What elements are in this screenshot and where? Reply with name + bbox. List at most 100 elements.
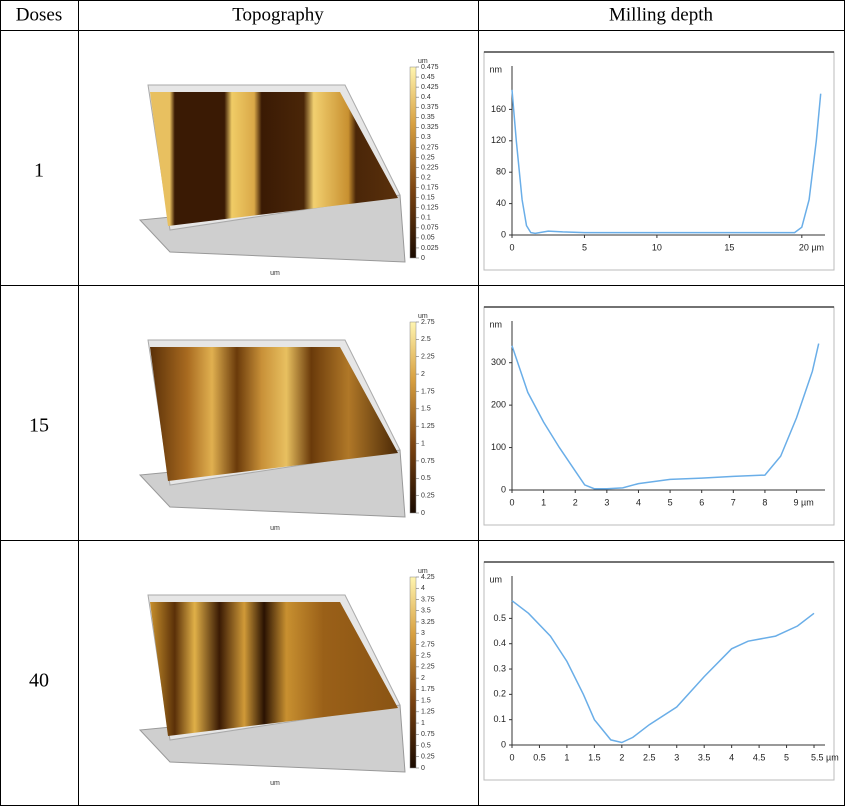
colorbar-tick-label: 0.1 xyxy=(421,215,431,222)
colorbar-tick-label: 3.5 xyxy=(421,608,431,615)
colorbar-tick-label: 2 xyxy=(421,371,425,378)
colorbar-tick-label: 0.25 xyxy=(421,754,435,761)
colorbar-tick-label: 2.25 xyxy=(421,354,435,361)
colorbar-tick-label: 0.325 xyxy=(421,124,439,131)
colorbar-tick-label: 0.2 xyxy=(421,174,431,181)
colorbar-tick-label: 4 xyxy=(421,585,425,592)
colorbar-tick-label: 0.3 xyxy=(421,134,431,141)
y-tick-label: 80 xyxy=(496,167,506,177)
x-tick-label: 6 xyxy=(699,497,704,507)
chart-frame xyxy=(484,307,834,525)
colorbar-tick-label: 0.4 xyxy=(421,94,431,101)
x-tick-label: 5 xyxy=(582,242,587,252)
x-tick-label: 3 xyxy=(604,497,609,507)
x-tick-label: 2.5 xyxy=(643,752,656,762)
x-tick-label: 2 xyxy=(619,752,624,762)
axis-unit: um xyxy=(270,525,280,532)
colorbar-tick-label: 0.15 xyxy=(421,195,435,202)
colorbar-tick-label: 0.75 xyxy=(421,458,435,465)
colorbar-tick-label: 0 xyxy=(421,765,425,772)
x-tick-label: 2 xyxy=(573,497,578,507)
colorbar-tick-label: 1.25 xyxy=(421,709,435,716)
colorbar-tick-label: 2.75 xyxy=(421,319,435,326)
colorbar-tick-label: 0.35 xyxy=(421,114,435,121)
dose-label: 1 xyxy=(34,160,44,182)
y-tick-label: 0.2 xyxy=(493,689,506,699)
x-tick-label: 4.5 xyxy=(753,752,766,762)
colorbar-tick-label: 0.25 xyxy=(421,492,435,499)
y-unit: nm xyxy=(489,319,502,329)
x-tick-label: 0 xyxy=(509,497,514,507)
chart-frame xyxy=(484,562,834,780)
colorbar-tick-label: 0.025 xyxy=(421,245,439,252)
colorbar xyxy=(410,577,416,768)
y-tick-label: 0 xyxy=(501,484,506,494)
x-tick-label: 5.5 µm xyxy=(811,752,839,762)
x-tick-label: 0 xyxy=(509,752,514,762)
chart-frame xyxy=(484,52,834,270)
x-tick-label: 8 xyxy=(762,497,767,507)
colorbar-tick-label: 2.75 xyxy=(421,641,435,648)
colorbar-tick-label: 1 xyxy=(421,720,425,727)
axis-unit: um xyxy=(270,780,280,787)
colorbar-tick-label: 0.5 xyxy=(421,742,431,749)
colorbar-tick-label: 0.425 xyxy=(421,84,439,91)
y-tick-label: 0.3 xyxy=(493,663,506,673)
colorbar-tick-label: 3.75 xyxy=(421,596,435,603)
colorbar-tick-label: 0.075 xyxy=(421,225,439,232)
page: {"table": { "header": ["Doses", "Topogra… xyxy=(0,0,845,806)
colorbar-tick-label: 2.25 xyxy=(421,664,435,671)
colorbar-tick-label: 0.75 xyxy=(421,731,435,738)
colorbar-tick-label: 0 xyxy=(421,510,425,517)
header-cell: Topography xyxy=(232,4,324,25)
x-tick-label: 1.5 xyxy=(588,752,601,762)
colorbar-tick-label: 1.75 xyxy=(421,388,435,395)
colorbar-tick-label: 0.5 xyxy=(421,475,431,482)
x-tick-label: 5 xyxy=(784,752,789,762)
y-unit: nm xyxy=(489,64,502,74)
colorbar-tick-label: 3 xyxy=(421,630,425,637)
colorbar-tick-label: 2 xyxy=(421,675,425,682)
dose-label: 40 xyxy=(29,670,49,692)
y-tick-label: 0.4 xyxy=(493,638,506,648)
y-tick-label: 0.1 xyxy=(493,714,506,724)
x-tick-label: 10 xyxy=(652,242,662,252)
x-tick-label: 15 xyxy=(724,242,734,252)
x-tick-label: 3 xyxy=(674,752,679,762)
table: Doses Topography Milling depth 1 um um 0 0.0… xyxy=(0,0,845,806)
colorbar-tick-label: 0.225 xyxy=(421,164,439,171)
colorbar-tick-label: 4.25 xyxy=(421,574,435,581)
colorbar-tick-label: 2.5 xyxy=(421,652,431,659)
colorbar-tick-label: 3.25 xyxy=(421,619,435,626)
colorbar-tick-label: 0.275 xyxy=(421,144,439,151)
colorbar-tick-label: 0.125 xyxy=(421,205,439,212)
colorbar-tick-label: 2.5 xyxy=(421,336,431,343)
colorbar-tick-label: 0.05 xyxy=(421,235,435,242)
y-tick-label: 300 xyxy=(491,357,506,367)
x-tick-label: 0 xyxy=(509,242,514,252)
colorbar-tick-label: 0.375 xyxy=(421,104,439,111)
y-tick-label: 0 xyxy=(501,739,506,749)
y-tick-label: 0.5 xyxy=(493,613,506,623)
x-tick-label: 3.5 xyxy=(698,752,711,762)
colorbar-tick-label: 0.45 xyxy=(421,74,435,81)
x-tick-label: 0.5 xyxy=(533,752,546,762)
x-tick-label: 9 µm xyxy=(794,497,814,507)
colorbar xyxy=(410,322,416,513)
colorbar-tick-label: 1.5 xyxy=(421,697,431,704)
colorbar-tick-label: 0.175 xyxy=(421,184,439,191)
colorbar-tick-label: 1.75 xyxy=(421,686,435,693)
x-tick-label: 5 xyxy=(668,497,673,507)
axis-unit: um xyxy=(270,270,280,277)
y-tick-label: 200 xyxy=(491,400,506,410)
y-unit: um xyxy=(489,574,502,584)
y-tick-label: 120 xyxy=(491,135,506,145)
colorbar-tick-label: 0.25 xyxy=(421,154,435,161)
header-cell: Milling depth xyxy=(609,4,713,25)
y-tick-label: 40 xyxy=(496,198,506,208)
header-cell: Doses xyxy=(16,4,62,25)
x-tick-label: 1 xyxy=(541,497,546,507)
x-tick-label: 1 xyxy=(564,752,569,762)
x-tick-label: 4 xyxy=(636,497,641,507)
colorbar-tick-label: 0 xyxy=(421,255,425,262)
